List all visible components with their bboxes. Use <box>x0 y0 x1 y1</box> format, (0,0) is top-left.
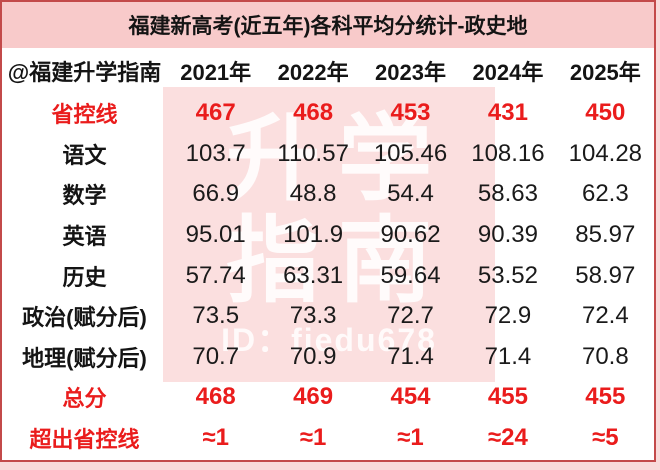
cell-value: 105.46 <box>373 139 448 167</box>
cell-value: 455 <box>487 383 528 411</box>
row-label: 数学 <box>62 183 107 209</box>
cell-value: 58.97 <box>575 261 636 289</box>
watermark-text-line1: 升学 <box>225 105 450 211</box>
cell-value: 453 <box>390 99 431 127</box>
cell-value: 63.31 <box>283 261 344 289</box>
table-row-politics: 政治(赋分后) 73.5 73.3 72.7 72.9 72.4 <box>2 296 654 337</box>
cell-value: 73.5 <box>192 302 240 330</box>
cell-value: 57.74 <box>185 261 246 289</box>
row-label: 英语 <box>62 223 107 249</box>
year-header-2021: 2021年 <box>180 59 252 85</box>
cell-value: 95.01 <box>185 220 246 248</box>
cell-value: 468 <box>293 99 334 127</box>
cell-value: ≈24 <box>487 423 528 451</box>
cell-value: 110.57 <box>277 139 349 167</box>
year-header-2023: 2023年 <box>375 59 446 85</box>
row-label: 总分 <box>62 386 107 412</box>
table-row-chinese: 语文 103.7 110.57 105.46 108.16 104.28 <box>2 134 654 175</box>
row-label: 地理(赋分后) <box>22 345 147 371</box>
table-row-geography: 地理(赋分后) 70.7 70.9 71.4 71.4 70.8 <box>2 336 654 377</box>
row-label: 超出省控线 <box>29 426 140 452</box>
table-row-province-line: 省控线 467 468 453 431 450 <box>2 93 654 134</box>
corner-label: @福建升学指南 <box>7 59 162 85</box>
cell-value: 90.62 <box>380 220 441 248</box>
cell-value: 53.52 <box>477 261 538 289</box>
cell-value: 48.8 <box>289 180 337 208</box>
cell-value: 62.3 <box>581 180 629 208</box>
row-label: 政治(赋分后) <box>22 305 147 331</box>
watermark-text-line2: 指南 <box>225 207 450 313</box>
cell-value: 72.7 <box>387 302 434 330</box>
cell-value: 468 <box>195 383 236 411</box>
table-title: 福建新高考(近五年)各科平均分统计-政史地 <box>2 2 654 48</box>
cell-value: 58.63 <box>477 180 538 208</box>
watermark-panel: 升学 指南 ID：fiedu678 <box>163 87 495 382</box>
watermark-id: ID：fiedu678 <box>221 322 437 359</box>
cell-value: 66.9 <box>192 180 240 208</box>
table-header-row: @福建升学指南 2021年 2022年 2023年 2024年 2025年 <box>2 48 654 93</box>
cell-value: 54.4 <box>387 180 434 208</box>
cell-value: 467 <box>195 99 236 127</box>
cell-value: 70.8 <box>581 342 629 370</box>
cell-value: 101.9 <box>283 220 344 248</box>
cell-value: 450 <box>585 99 626 127</box>
cell-value: 70.9 <box>289 342 337 370</box>
stats-table-card: 升学 指南 ID：fiedu678 福建新高考(近五年)各科平均分统计-政史地 … <box>0 0 656 462</box>
cell-value: 72.4 <box>581 302 629 330</box>
cell-value: ≈1 <box>299 423 327 451</box>
cell-value: 72.9 <box>484 302 532 330</box>
cell-value: ≈1 <box>397 423 424 451</box>
table-row-history: 历史 57.74 63.31 59.64 53.52 58.97 <box>2 255 654 296</box>
cell-value: ≈5 <box>592 423 619 451</box>
table-row-total: 总分 468 469 454 455 455 <box>2 377 654 418</box>
cell-value: 59.64 <box>380 261 441 289</box>
cell-value: 455 <box>585 383 626 411</box>
cell-value: 469 <box>293 383 334 411</box>
cell-value: 103.7 <box>185 139 246 167</box>
cell-value: 70.7 <box>192 342 240 370</box>
cell-value: 104.28 <box>568 139 643 167</box>
cell-value: 71.4 <box>484 342 532 370</box>
row-label: 历史 <box>62 264 107 290</box>
cell-value: ≈1 <box>202 423 229 451</box>
year-header-2025: 2025年 <box>569 59 641 85</box>
table-body: 省控线 467 468 453 431 450 语文 103.7 110.57 … <box>2 93 654 458</box>
row-label: 省控线 <box>51 102 118 128</box>
cell-value: 90.39 <box>477 220 538 248</box>
cell-value: 108.16 <box>471 139 545 167</box>
cell-value: 454 <box>390 383 431 411</box>
cell-value: 71.4 <box>387 342 434 370</box>
cell-value: 431 <box>487 99 528 127</box>
cell-value: 73.3 <box>289 302 337 330</box>
year-header-2022: 2022年 <box>277 59 349 85</box>
table-row-english: 英语 95.01 101.9 90.62 90.39 85.97 <box>2 215 654 256</box>
table-row-math: 数学 66.9 48.8 54.4 58.63 62.3 <box>2 174 654 215</box>
cell-value: 85.97 <box>575 220 636 248</box>
row-label: 语文 <box>62 142 107 168</box>
year-header-2024: 2024年 <box>472 59 544 85</box>
table-row-exceed-line: 超出省控线 ≈1 ≈1 ≈1 ≈24 ≈5 <box>2 418 654 459</box>
